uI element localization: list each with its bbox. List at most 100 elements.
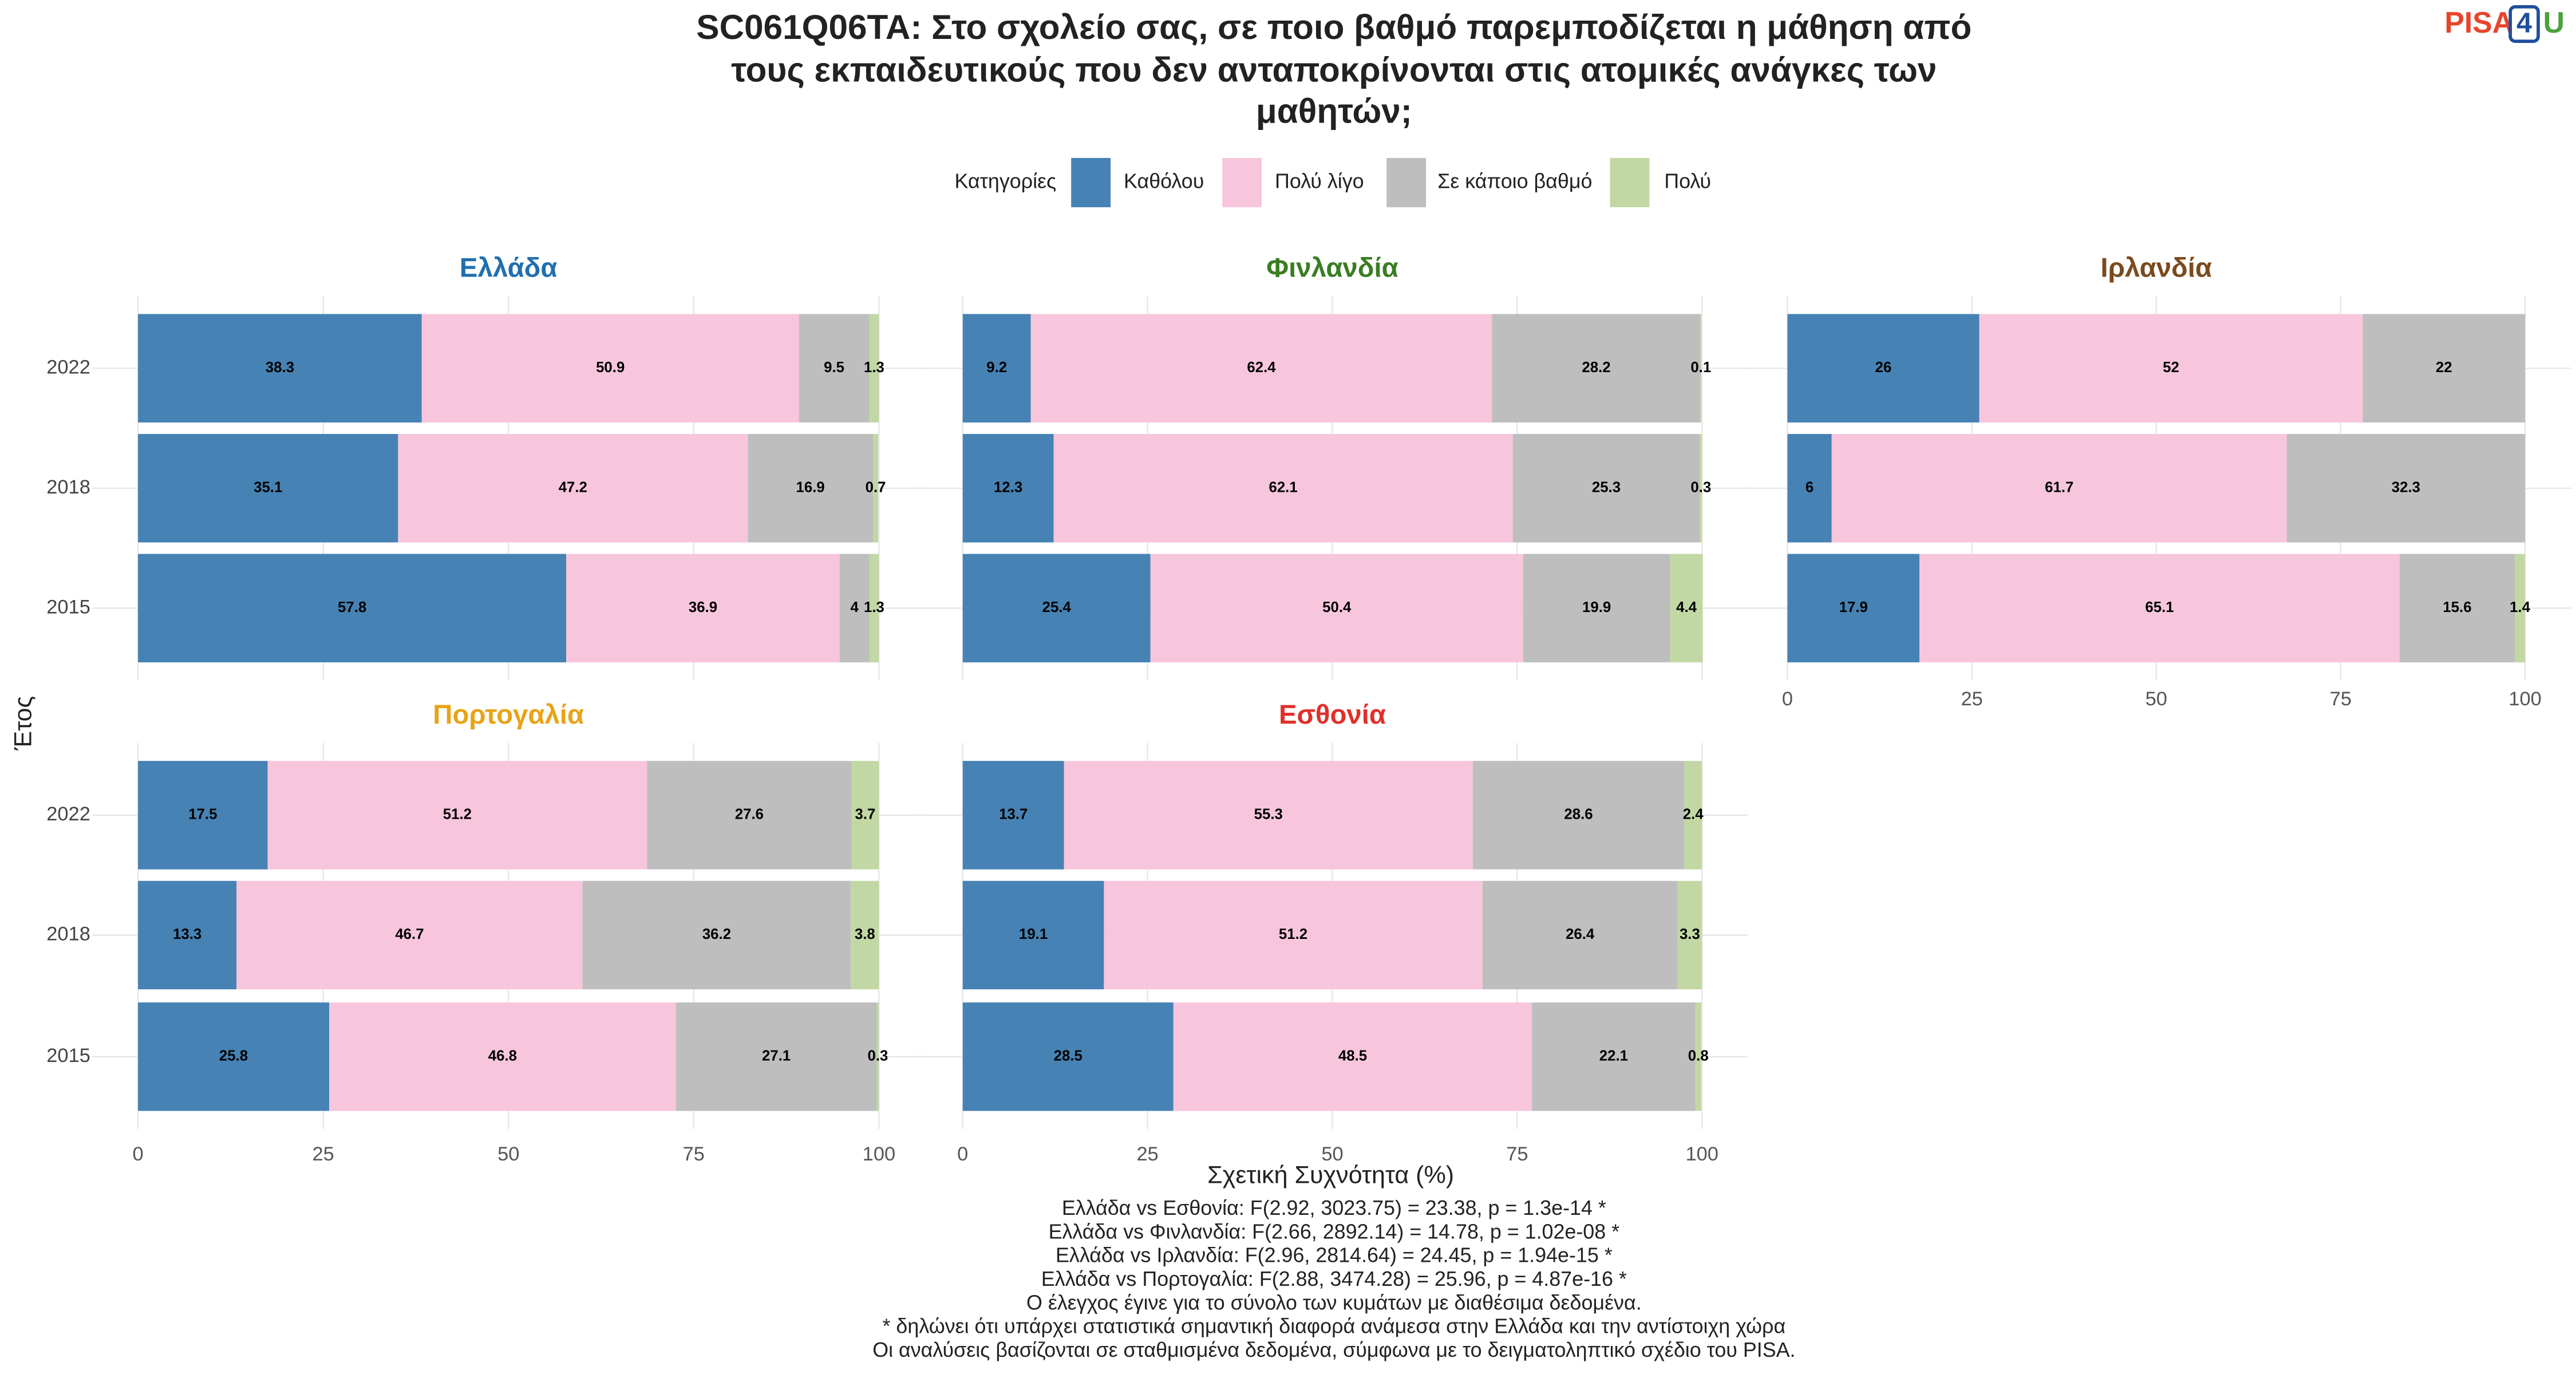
y-tick-label: 2022 <box>46 803 90 825</box>
bar-segment <box>962 314 1031 423</box>
x-tick-label: 25 <box>1961 688 1982 710</box>
bar-segment <box>1787 314 1980 423</box>
value-label: 13.7 <box>999 807 1028 823</box>
value-label: 47.2 <box>559 480 587 496</box>
value-label: 17.5 <box>188 807 217 823</box>
y-tick-label: 2015 <box>46 596 90 618</box>
footnote: Οι αναλύσεις βασίζονται σε σταθμισμένα δ… <box>872 1339 1795 1361</box>
value-label: 35.1 <box>254 480 282 496</box>
y-axis-label: Έτος <box>9 696 37 751</box>
value-label: 27.1 <box>762 1048 791 1064</box>
x-tick-label: 0 <box>1782 688 1793 710</box>
value-label: 57.8 <box>338 599 366 615</box>
value-label: 1.4 <box>2510 599 2531 615</box>
bar-segment <box>582 881 851 990</box>
value-label: 0.1 <box>1690 360 1711 376</box>
legend-swatch <box>1386 157 1427 207</box>
y-tick-label: 2018 <box>46 923 90 945</box>
footnote: Ελλάδα vs Εσθονία: F(2.92, 3023.75) = 23… <box>1062 1197 1606 1219</box>
value-label: 25.8 <box>219 1048 248 1064</box>
bar-segment <box>1695 1002 1701 1111</box>
footnote: Ο έλεγχος έγινε για το σύνολο των κυμάτω… <box>1026 1291 1642 1314</box>
bar-segment <box>1787 554 1920 662</box>
value-label: 55.3 <box>1254 807 1283 823</box>
bar-segment <box>675 1002 877 1111</box>
bar-segment <box>138 554 567 662</box>
bar-segment <box>1532 1002 1696 1111</box>
value-label: 28.2 <box>1582 360 1610 376</box>
value-label: 52 <box>2163 360 2179 376</box>
bar-segment <box>2399 554 2515 662</box>
value-label: 22 <box>2436 360 2452 376</box>
bar-segment <box>138 314 422 423</box>
bar-segment <box>1053 434 1513 543</box>
value-label: 3.8 <box>855 926 875 942</box>
bar-segment <box>1472 761 1685 870</box>
bar-segment <box>2362 314 2526 423</box>
value-label: 27.6 <box>735 807 764 823</box>
legend-label: Πολύ λίγο <box>1275 169 1364 192</box>
x-tick-label: 50 <box>1321 1143 1343 1165</box>
value-label: 38.3 <box>266 360 294 376</box>
panel-title: Φινλανδία <box>1266 253 1398 283</box>
value-label: 0.7 <box>866 480 886 496</box>
value-label: 4 <box>851 599 859 615</box>
y-tick-label: 2015 <box>46 1045 90 1067</box>
legend-title: Κατηγορίες <box>955 169 1057 192</box>
value-label: 25.4 <box>1042 599 1072 615</box>
value-label: 61.7 <box>2045 480 2073 496</box>
value-label: 0.8 <box>1688 1048 1709 1064</box>
bar-segment <box>1700 434 1702 543</box>
bar-segment <box>839 554 870 662</box>
value-label: 9.2 <box>986 360 1007 376</box>
value-label: 0.3 <box>1690 480 1711 496</box>
logo-text: PISA <box>2444 6 2514 39</box>
bar-segment <box>138 434 398 543</box>
legend-label: Πολύ <box>1664 169 1711 192</box>
value-label: 6 <box>1805 480 1814 496</box>
bar-segment <box>398 434 748 543</box>
bar-segment <box>1523 554 1670 662</box>
bar-segment <box>1670 554 1703 662</box>
value-label: 28.5 <box>1054 1048 1082 1064</box>
bar-segment <box>1979 314 2363 423</box>
bar-segment <box>1512 434 1700 543</box>
value-label: 51.2 <box>443 807 472 823</box>
logo-text: 4 <box>2516 7 2532 38</box>
bar-segment <box>851 761 879 870</box>
value-label: 32.3 <box>2392 480 2420 496</box>
value-label: 28.6 <box>1564 807 1593 823</box>
x-tick-label: 75 <box>1506 1143 1528 1165</box>
bar-segment <box>566 554 840 662</box>
bar-segment <box>421 314 799 423</box>
bar-segment <box>1150 554 1523 662</box>
x-tick-label: 100 <box>2508 688 2541 710</box>
x-tick-label: 50 <box>497 1143 519 1165</box>
bar-segment <box>1919 554 2400 662</box>
bar-segment <box>138 1002 330 1111</box>
legend-swatch <box>1071 157 1111 207</box>
value-label: 48.5 <box>1338 1048 1367 1064</box>
panel-title: Πορτογαλία <box>433 700 584 730</box>
bar-segment <box>1492 314 1701 423</box>
value-label: 19.1 <box>1019 926 1048 942</box>
value-label: 1.3 <box>864 599 884 615</box>
legend-swatch <box>1610 157 1650 207</box>
x-tick-label: 75 <box>683 1143 705 1165</box>
panel-title: Ιρλανδία <box>2100 253 2212 283</box>
x-tick-label: 0 <box>957 1143 968 1165</box>
legend-swatch <box>1222 157 1262 207</box>
footnote: Ελλάδα vs Φινλανδία: F(2.66, 2892.14) = … <box>1049 1220 1620 1243</box>
bar-segment <box>873 434 879 543</box>
bar-segment <box>1064 761 1473 870</box>
legend-label: Καθόλου <box>1124 169 1204 192</box>
value-label: 0.3 <box>868 1048 888 1064</box>
value-label: 62.1 <box>1269 480 1297 496</box>
bar-segment <box>267 761 647 870</box>
bar-segment <box>236 881 583 990</box>
bar-segment <box>748 434 874 543</box>
bar-segment <box>1173 1002 1532 1111</box>
bar-segment <box>1684 761 1702 870</box>
bar-segment <box>799 314 870 423</box>
bar-segment <box>1030 314 1492 423</box>
